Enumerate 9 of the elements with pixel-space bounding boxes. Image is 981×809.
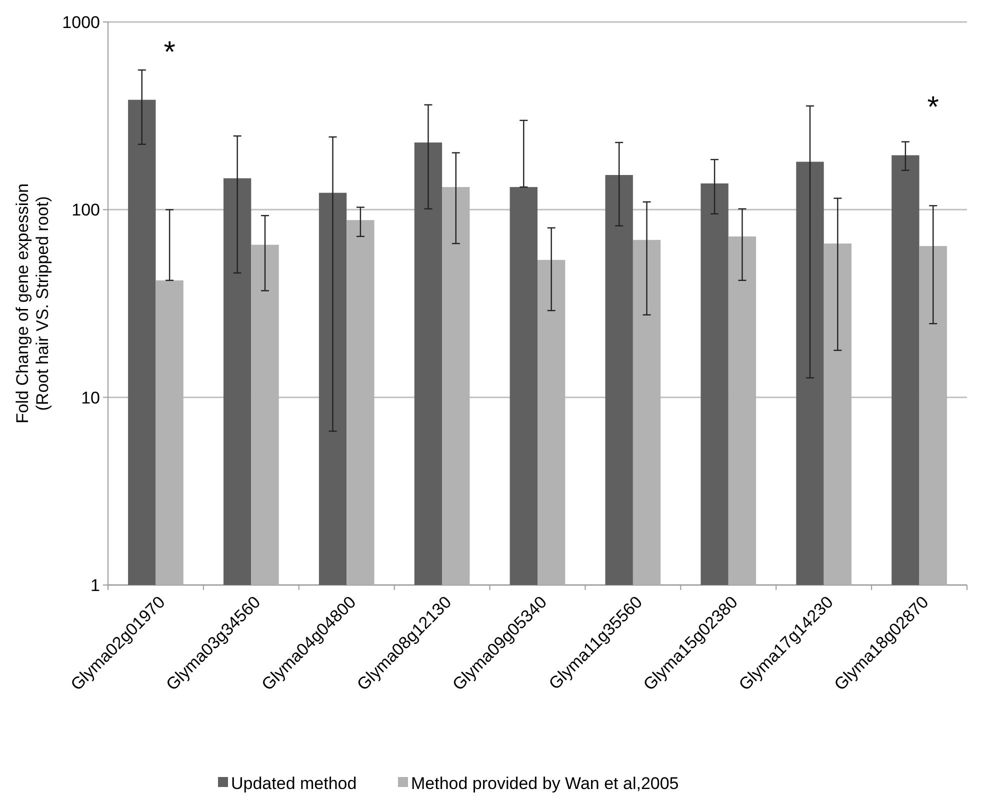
y-tick-label: 100 — [72, 200, 100, 220]
legend-label: Method provided by Wan et al,2005 — [411, 774, 679, 793]
annotation: * — [164, 36, 176, 69]
y-tick-label: 1 — [90, 576, 100, 595]
legend-label: Updated method — [231, 774, 357, 793]
annotation: * — [927, 91, 940, 124]
y-axis-title: Fold Change of gene expession (Root hair VS. Stripped root) — [12, 183, 52, 424]
y-tick-label: 10 — [81, 388, 100, 408]
y-tick-label: 1000 — [62, 12, 100, 32]
